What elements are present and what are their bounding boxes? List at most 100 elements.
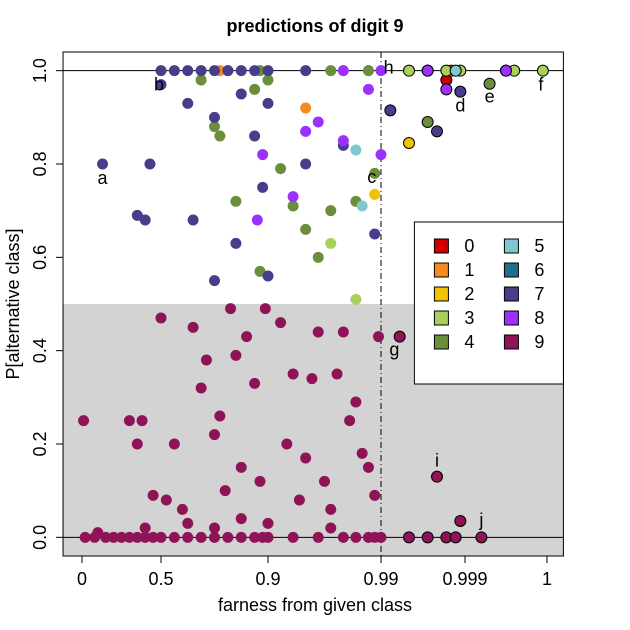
data-point [319,475,330,487]
legend-swatch [503,310,519,326]
data-point [262,531,274,543]
data-point [287,200,299,212]
data-point [262,97,274,109]
data-point [155,531,167,543]
data-point [300,65,312,77]
legend-swatch [503,238,519,254]
data-point [306,373,318,385]
data-point [275,163,287,175]
data-point [325,503,337,515]
data-point [293,494,305,506]
data-point [421,64,434,77]
data-point [214,410,226,422]
data-point [235,65,247,77]
data-point [249,531,261,543]
data-point [92,527,104,539]
data-point [262,65,274,77]
data-point [187,321,199,333]
data-point [325,237,337,249]
data-point [123,531,135,543]
data-point [375,149,387,161]
data-point [300,452,312,464]
data-point [369,167,381,179]
data-point [454,515,467,527]
data-point [97,158,109,170]
annotation: a [98,168,109,188]
legend-swatch [503,286,519,302]
data-point [79,531,91,543]
data-point [209,121,220,133]
data-point [287,531,299,543]
data-point [421,116,434,128]
data-point [259,303,271,315]
data-point [440,83,453,96]
annotation: g [389,339,399,359]
data-point [325,205,337,217]
data-point [176,503,188,515]
data-point [300,223,312,235]
data-point [155,65,167,77]
data-point [393,330,406,343]
data-point [209,275,220,287]
data-point [362,83,374,95]
data-point [337,326,349,338]
data-point [230,237,242,249]
x-tick-label: 0.9 [255,569,280,589]
data-point [160,494,172,506]
data-point [337,135,349,147]
legend-label: 8 [534,308,544,328]
data-point [483,77,496,90]
legend-swatch [433,334,449,350]
legend-label: 5 [534,236,544,256]
annotation: h [384,57,394,77]
data-point [195,531,207,543]
legend-label: 4 [464,332,474,352]
data-point [375,65,387,77]
data-point [287,368,299,380]
data-point [147,531,159,543]
data-point [421,531,434,544]
data-point [209,111,220,123]
data-point [362,65,374,77]
data-point [195,382,207,394]
data-point [168,65,180,77]
data-point [431,125,443,138]
data-point [362,461,374,473]
x-tick-label: 0.999 [442,569,487,589]
data-point [312,326,324,338]
chart-title: predictions of digit 9 [226,16,403,36]
data-point [536,64,549,77]
data-point [369,228,381,240]
legend-swatch [433,238,449,254]
y-tick-label: 0.2 [30,431,50,456]
y-tick-label: 1.0 [30,58,50,83]
data-point [168,438,180,450]
data-point [300,125,312,137]
data-point [131,531,143,543]
x-axis-label: farness from given class [218,595,412,615]
x-tick-label: 0 [77,569,87,589]
data-point [249,130,261,142]
data-point [431,470,443,483]
data-point [222,531,234,543]
data-point [257,149,269,161]
data-point [262,74,274,86]
data-point [225,303,237,315]
data-point [275,317,287,329]
data-point [155,79,167,91]
legend-swatch [433,262,449,278]
data-point [209,429,220,441]
data-point [147,489,159,501]
data-point [300,158,312,170]
data-point [403,137,415,149]
data-point [254,475,266,487]
data-point [449,531,462,544]
data-point [131,438,143,450]
x-tick-label: 0.99 [363,569,398,589]
data-point [337,65,349,77]
data-point [209,65,220,77]
data-point [257,181,269,193]
annotation: f [538,74,544,94]
